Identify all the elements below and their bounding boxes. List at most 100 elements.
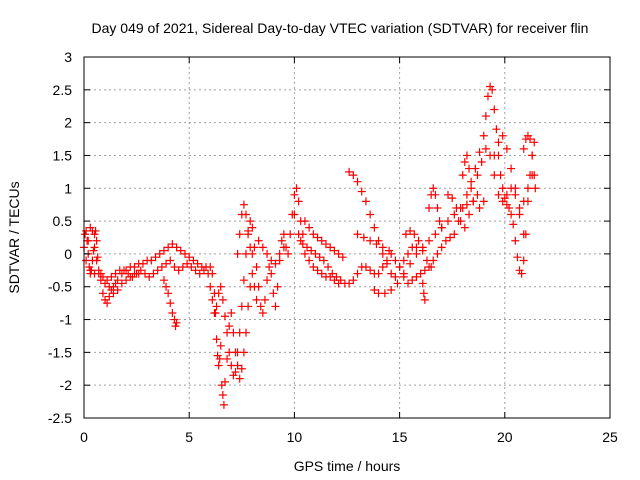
data-point — [227, 308, 236, 317]
data-point — [246, 217, 255, 226]
data-point — [164, 289, 173, 298]
data-point — [313, 266, 322, 275]
data-point — [267, 269, 276, 278]
data-point — [300, 249, 309, 258]
data-point — [494, 138, 503, 147]
data-point — [359, 233, 368, 242]
data-point — [113, 286, 122, 295]
data-point — [84, 236, 93, 245]
data-point — [530, 171, 539, 180]
data-point — [235, 374, 244, 383]
data-point — [345, 279, 354, 288]
data-point — [420, 266, 429, 275]
data-point — [483, 92, 492, 101]
y-tick-label: -2 — [60, 377, 73, 393]
data-point — [431, 230, 440, 239]
data-point — [502, 144, 511, 153]
data-point — [462, 190, 471, 199]
data-point — [101, 279, 110, 288]
data-point — [250, 282, 259, 291]
y-tick-label: 3 — [64, 49, 72, 65]
data-point — [103, 299, 112, 308]
data-point — [441, 236, 450, 245]
data-point — [511, 184, 520, 193]
data-point — [88, 226, 97, 235]
data-point — [414, 236, 423, 245]
data-point — [307, 246, 316, 255]
data-point — [168, 308, 177, 317]
data-point — [279, 243, 288, 252]
data-point — [218, 295, 227, 304]
data-point — [157, 263, 166, 272]
data-point — [406, 226, 415, 235]
data-point — [366, 210, 375, 219]
y-tick-label: -1 — [60, 312, 73, 328]
data-point — [149, 269, 158, 278]
data-point — [490, 105, 499, 114]
data-point — [378, 263, 387, 272]
data-point — [111, 269, 120, 278]
data-point — [151, 253, 160, 262]
data-point — [505, 203, 514, 212]
data-point — [370, 286, 379, 295]
data-point — [134, 269, 143, 278]
data-point — [296, 236, 305, 245]
data-point — [502, 190, 511, 199]
data-point — [515, 210, 524, 219]
data-point — [419, 289, 428, 298]
data-point — [277, 236, 286, 245]
data-point — [530, 138, 539, 147]
data-point — [456, 217, 465, 226]
x-tick-label: 25 — [602, 429, 618, 445]
data-point — [315, 253, 324, 262]
data-point — [321, 240, 330, 249]
data-point — [431, 190, 440, 199]
data-point — [252, 295, 261, 304]
data-point — [410, 230, 419, 239]
data-point — [531, 184, 540, 193]
data-point — [425, 236, 434, 245]
data-point — [399, 256, 408, 265]
data-point — [212, 302, 221, 311]
data-point — [427, 263, 436, 272]
data-point — [477, 158, 486, 167]
data-point — [345, 167, 354, 176]
data-point — [231, 368, 240, 377]
data-point — [366, 266, 375, 275]
data-point — [311, 249, 320, 258]
data-point — [433, 249, 442, 258]
data-point — [176, 246, 185, 255]
data-point — [147, 256, 156, 265]
data-point — [385, 246, 394, 255]
data-point — [286, 230, 295, 239]
data-point — [448, 194, 457, 203]
data-point — [187, 263, 196, 272]
data-point — [164, 243, 173, 252]
data-point — [195, 269, 204, 278]
data-point — [171, 322, 180, 331]
data-point — [317, 269, 326, 278]
data-point — [303, 243, 312, 252]
data-point — [263, 276, 272, 285]
data-point — [443, 190, 452, 199]
y-tick-label: 1.5 — [53, 147, 73, 163]
data-point — [170, 263, 179, 272]
data-point — [467, 184, 476, 193]
grid-lines — [84, 57, 610, 418]
data-point — [119, 266, 128, 275]
data-point — [237, 364, 246, 373]
data-point — [330, 276, 339, 285]
data-point — [191, 266, 200, 275]
data-point — [189, 256, 198, 265]
chart-title: Day 049 of 2021, Sidereal Day-to-day VTE… — [92, 20, 589, 36]
data-point — [159, 276, 168, 285]
data-point — [507, 164, 516, 173]
data-point — [86, 266, 95, 275]
data-point — [166, 299, 175, 308]
data-point — [273, 282, 282, 291]
data-point — [172, 318, 181, 327]
data-point — [519, 144, 528, 153]
data-point — [212, 335, 221, 344]
y-tick-label: -1.5 — [48, 344, 72, 360]
y-tick-label: -2.5 — [48, 410, 72, 426]
